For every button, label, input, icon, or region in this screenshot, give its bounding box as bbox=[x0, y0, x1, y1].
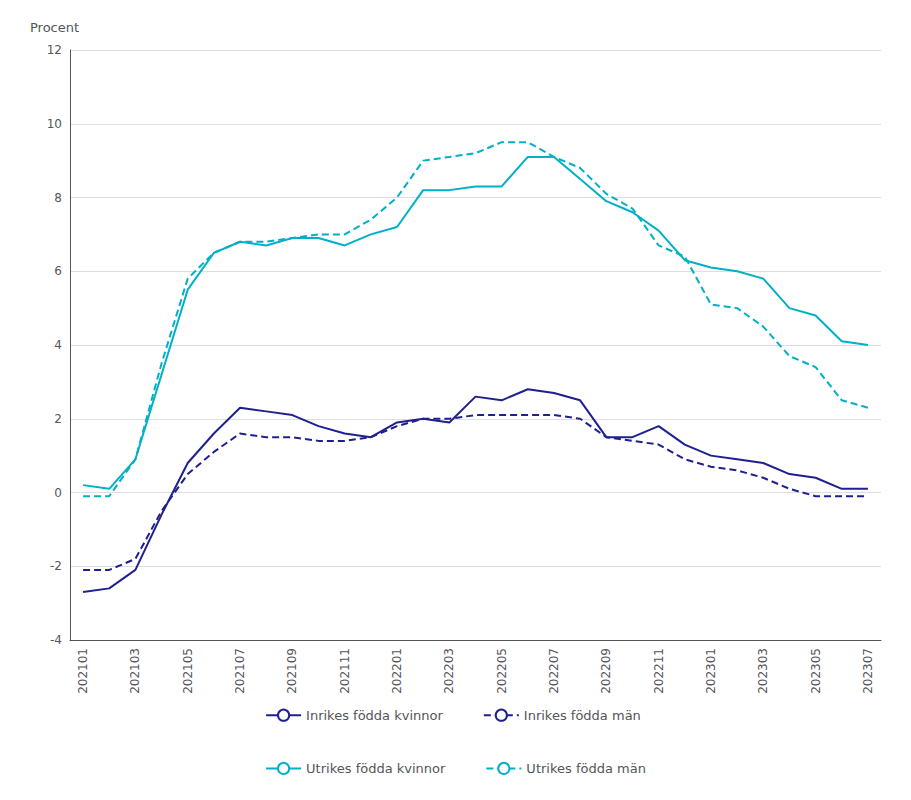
svg-text:202307: 202307 bbox=[861, 648, 875, 694]
svg-text:4: 4 bbox=[54, 338, 62, 352]
svg-text:202105: 202105 bbox=[181, 648, 195, 694]
svg-text:Procent: Procent bbox=[30, 20, 79, 35]
svg-text:202107: 202107 bbox=[233, 648, 247, 694]
svg-text:12: 12 bbox=[47, 43, 62, 57]
svg-text:Inrikes födda kvinnor: Inrikes födda kvinnor bbox=[306, 708, 443, 723]
svg-text:Utrikes födda män: Utrikes födda män bbox=[526, 761, 646, 776]
svg-text:202301: 202301 bbox=[704, 648, 718, 694]
svg-text:2: 2 bbox=[54, 412, 62, 426]
svg-text:202111: 202111 bbox=[338, 648, 352, 694]
svg-text:202211: 202211 bbox=[652, 648, 666, 694]
svg-text:202201: 202201 bbox=[390, 648, 404, 694]
svg-text:8: 8 bbox=[54, 191, 62, 205]
svg-text:0: 0 bbox=[54, 486, 62, 500]
svg-text:202203: 202203 bbox=[442, 648, 456, 694]
svg-text:202205: 202205 bbox=[495, 648, 509, 694]
svg-text:Inrikes födda män: Inrikes födda män bbox=[524, 708, 641, 723]
svg-text:202101: 202101 bbox=[76, 648, 90, 694]
svg-text:202207: 202207 bbox=[547, 648, 561, 694]
svg-text:6: 6 bbox=[54, 264, 62, 278]
svg-text:202305: 202305 bbox=[809, 648, 823, 694]
svg-text:202109: 202109 bbox=[285, 648, 299, 694]
svg-text:-2: -2 bbox=[50, 559, 62, 573]
svg-text:10: 10 bbox=[47, 117, 62, 131]
svg-text:202209: 202209 bbox=[599, 648, 613, 694]
svg-text:202303: 202303 bbox=[756, 648, 770, 694]
svg-text:-4: -4 bbox=[50, 633, 62, 647]
svg-text:202103: 202103 bbox=[128, 648, 142, 694]
svg-text:Utrikes födda kvinnor: Utrikes födda kvinnor bbox=[306, 761, 446, 776]
